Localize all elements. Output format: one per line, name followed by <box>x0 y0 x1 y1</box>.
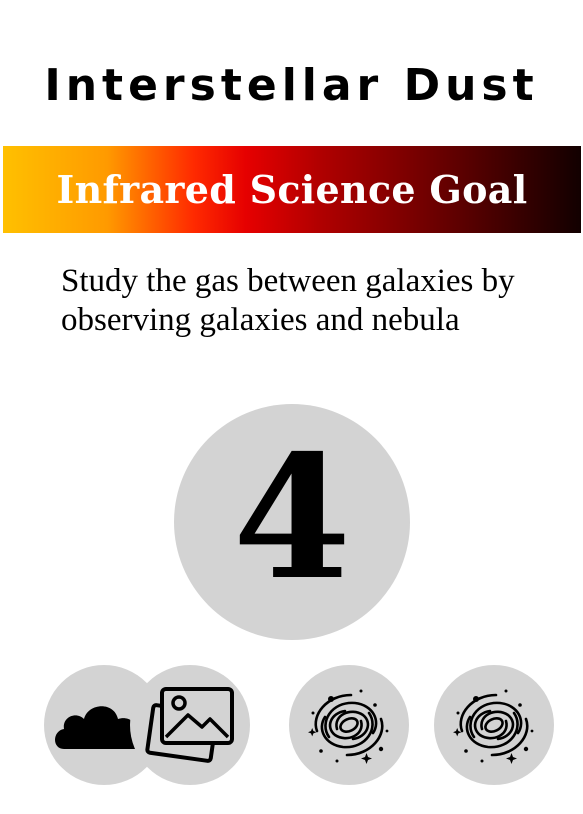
cost-value: 4 <box>232 418 352 618</box>
cost-token: 4 <box>174 404 410 640</box>
card-title: Interstellar Dust <box>44 60 539 111</box>
card-description: Study the gas between galaxies by observ… <box>61 263 515 338</box>
galaxy-icon <box>308 689 389 764</box>
requirement-token-galaxy-1 <box>289 665 409 785</box>
requirement-token-image <box>130 665 250 785</box>
goal-banner-label: Infrared Science Goal <box>56 167 528 212</box>
requirement-token-galaxy-2 <box>434 665 554 785</box>
galaxy-icon <box>453 689 534 764</box>
image-icon <box>145 687 234 763</box>
goal-banner: Infrared Science Goal <box>3 146 581 233</box>
cloud-icon <box>55 706 142 749</box>
